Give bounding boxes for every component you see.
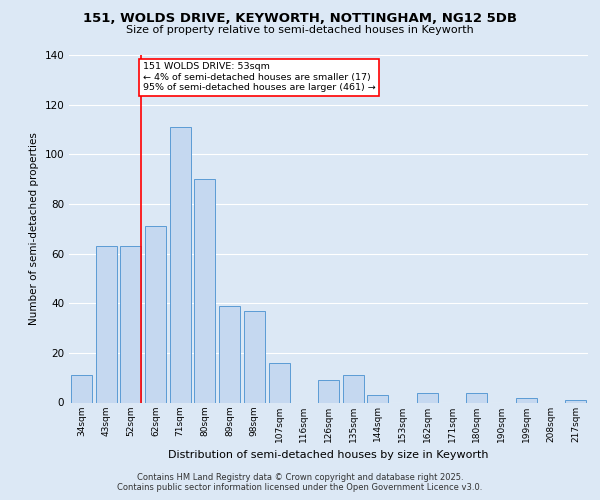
Bar: [269, 363, 290, 403]
Text: Size of property relative to semi-detached houses in Keyworth: Size of property relative to semi-detach…: [126, 25, 474, 35]
Text: 151, WOLDS DRIVE, KEYWORTH, NOTTINGHAM, NG12 5DB: 151, WOLDS DRIVE, KEYWORTH, NOTTINGHAM, …: [83, 12, 517, 26]
Bar: [417, 392, 438, 402]
Bar: [318, 380, 339, 402]
Bar: [466, 392, 487, 402]
Bar: [170, 127, 191, 402]
Bar: [516, 398, 537, 402]
Bar: [244, 310, 265, 402]
Bar: [343, 375, 364, 402]
Bar: [565, 400, 586, 402]
Y-axis label: Number of semi-detached properties: Number of semi-detached properties: [29, 132, 39, 325]
X-axis label: Distribution of semi-detached houses by size in Keyworth: Distribution of semi-detached houses by …: [168, 450, 489, 460]
Text: Contains HM Land Registry data © Crown copyright and database right 2025.: Contains HM Land Registry data © Crown c…: [137, 472, 463, 482]
Bar: [71, 375, 92, 402]
Bar: [367, 395, 388, 402]
Bar: [194, 179, 215, 402]
Text: Contains public sector information licensed under the Open Government Licence v3: Contains public sector information licen…: [118, 484, 482, 492]
Bar: [95, 246, 116, 402]
Bar: [219, 306, 240, 402]
Text: 151 WOLDS DRIVE: 53sqm
← 4% of semi-detached houses are smaller (17)
95% of semi: 151 WOLDS DRIVE: 53sqm ← 4% of semi-deta…: [143, 62, 375, 92]
Bar: [145, 226, 166, 402]
Bar: [120, 246, 141, 402]
